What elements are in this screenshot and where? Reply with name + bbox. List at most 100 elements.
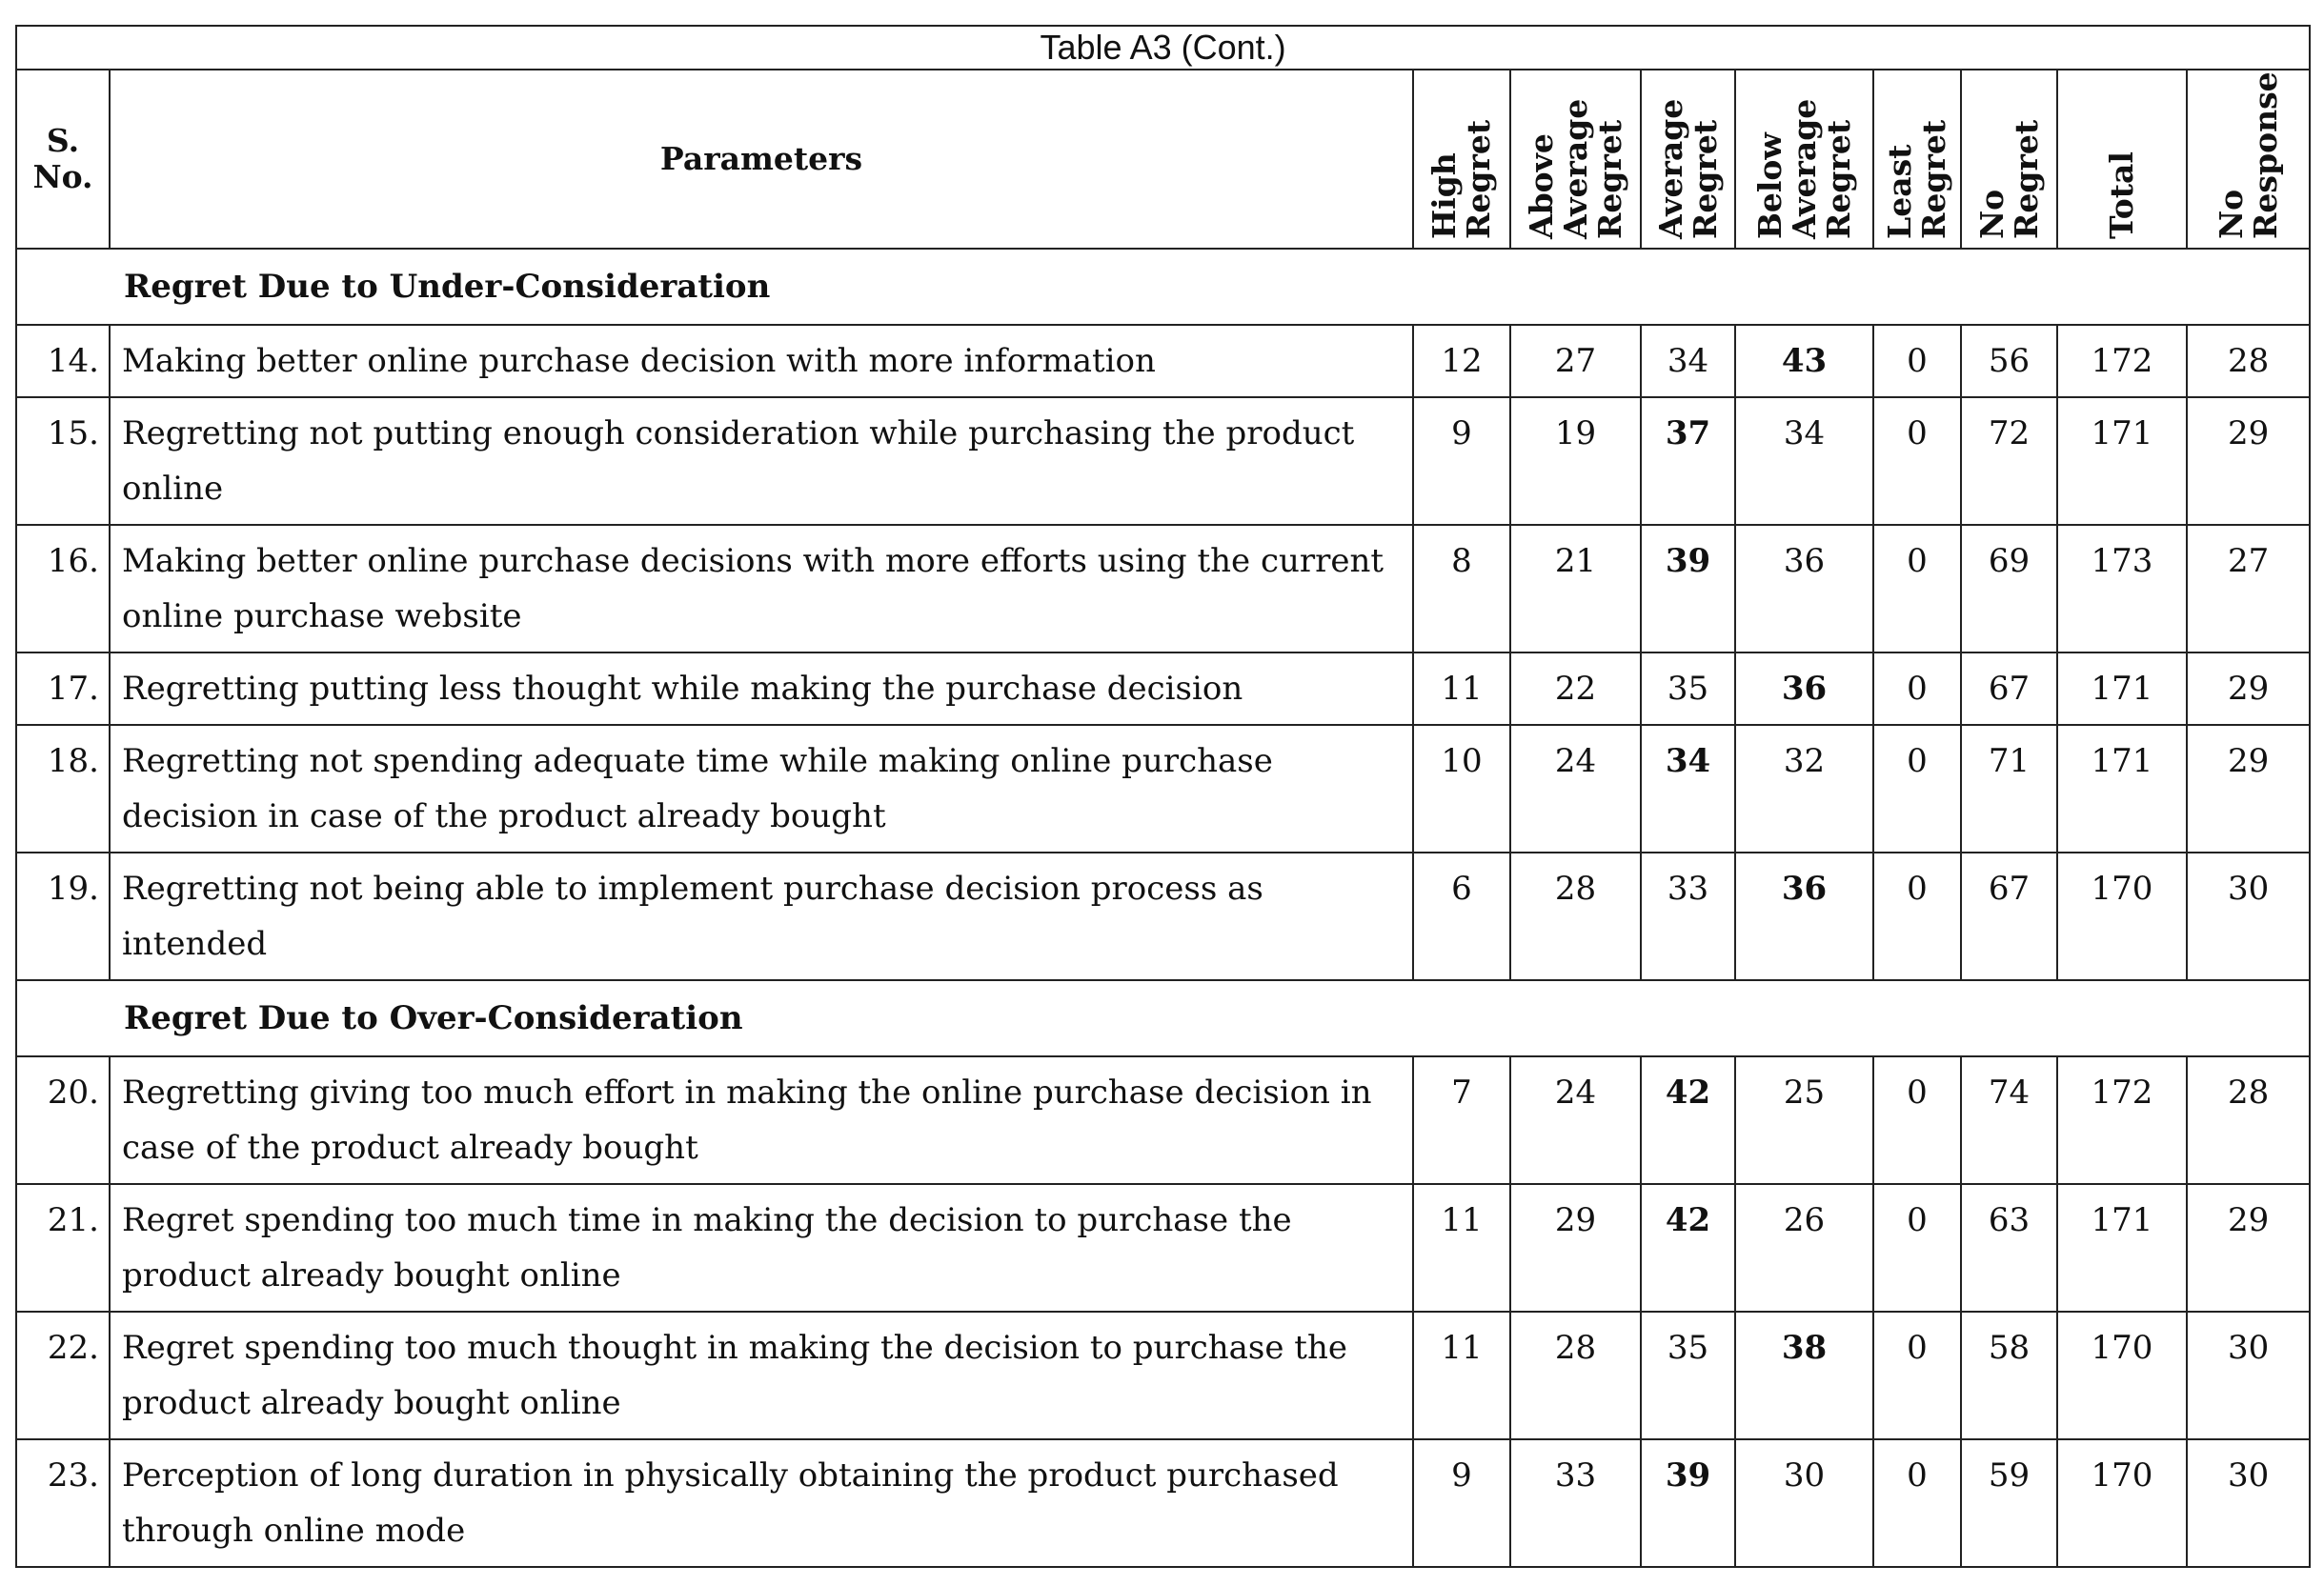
value-cell: 10: [1412, 724, 1511, 853]
value-cell: 34: [1640, 724, 1736, 853]
serial-number: 22.: [15, 1311, 111, 1440]
data-row: 17. Regretting putting less thought while…: [15, 652, 2312, 726]
data-row: 20. Regretting giving too much effort in …: [15, 1055, 2312, 1185]
value-cell: 29: [2185, 1183, 2312, 1313]
value-cell: 67: [1960, 652, 2058, 726]
serial-number: 19.: [15, 852, 111, 981]
column-header: Total: [2056, 69, 2188, 250]
value-cell: 170: [2056, 1311, 2188, 1440]
value-cell: 69: [1960, 524, 2058, 653]
data-row: 18. Regretting not spending adequate time…: [15, 724, 2312, 853]
column-header: No Response: [2185, 69, 2312, 250]
section-row: Regret Due to Over-Consideration: [14, 979, 2312, 1057]
caption-row: Table A3 (Cont.): [14, 25, 2312, 70]
column-header: Above Average Regret: [1509, 69, 1642, 250]
value-cell: 8: [1412, 524, 1511, 653]
column-header-text: Above Average Regret: [1522, 98, 1628, 239]
value-cell: 27: [1509, 324, 1642, 398]
value-cell: 30: [2185, 852, 2312, 981]
data-row: 22. Regret spending too much thought in m…: [15, 1311, 2312, 1440]
value-cell: 72: [1960, 396, 2058, 526]
column-header: No Regret: [1960, 69, 2058, 250]
value-cell: 63: [1960, 1183, 2058, 1313]
value-cell: 28: [2185, 324, 2312, 398]
value-cell: 34: [1640, 324, 1736, 398]
section-row: Regret Due to Under-Consideration: [14, 248, 2312, 326]
value-cell: 29: [2185, 724, 2312, 853]
value-cell: 56: [1960, 324, 2058, 398]
value-cell: 59: [1960, 1438, 2058, 1568]
value-cell: 36: [1734, 852, 1874, 981]
serial-number: 18.: [15, 724, 111, 853]
serial-number: 16.: [15, 524, 111, 653]
parameter: Regretting not being able to implement p…: [109, 852, 1414, 981]
value-cell: 0: [1872, 324, 1962, 398]
value-cell: 39: [1640, 524, 1736, 653]
column-header-text: No Response: [2212, 71, 2284, 239]
parameter: Regret spending too much thought in maki…: [109, 1311, 1414, 1440]
value-cell: 11: [1412, 1311, 1511, 1440]
value-cell: 0: [1872, 524, 1962, 653]
data-row: 21. Regret spending too much time in maki…: [15, 1183, 2312, 1313]
data-row: 19. Regretting not being able to implemen…: [15, 852, 2312, 981]
value-cell: 34: [1734, 396, 1874, 526]
value-cell: 35: [1640, 1311, 1736, 1440]
parameter: Regretting not putting enough considerat…: [109, 396, 1414, 526]
parameter: Making better online purchase decision w…: [109, 324, 1414, 398]
column-header-text: No Regret: [1972, 119, 2045, 239]
value-cell: 0: [1872, 852, 1962, 981]
value-cell: 0: [1872, 652, 1962, 726]
data-row: 23. Perception of long duration in physic…: [15, 1438, 2312, 1568]
section-title: Regret Due to Over-Consideration: [14, 979, 2312, 1057]
header-row: S. No. Parameters High Regret Above Average…: [15, 69, 2312, 250]
value-cell: 29: [2185, 652, 2312, 726]
data-row: 14. Making better online purchase decisio…: [15, 324, 2312, 398]
value-cell: 67: [1960, 852, 2058, 981]
value-cell: 33: [1640, 852, 1736, 981]
value-cell: 36: [1734, 652, 1874, 726]
value-cell: 0: [1872, 1055, 1962, 1185]
column-header-text: Total: [2103, 151, 2140, 239]
value-cell: 43: [1734, 324, 1874, 398]
parameter: Regret spending too much time in making …: [109, 1183, 1414, 1313]
value-cell: 33: [1509, 1438, 1642, 1568]
value-cell: 39: [1640, 1438, 1736, 1568]
value-cell: 42: [1640, 1055, 1736, 1185]
section-title: Regret Due to Under-Consideration: [14, 248, 2312, 326]
parameter: Regretting putting less thought while ma…: [109, 652, 1414, 726]
serial-number: 21.: [15, 1183, 111, 1313]
value-cell: 0: [1872, 396, 1962, 526]
value-cell: 28: [1509, 852, 1642, 981]
value-cell: 30: [2185, 1311, 2312, 1440]
parameter: Regretting giving too much effort in mak…: [109, 1055, 1414, 1185]
table-body: Table A3 (Cont.) S. No. Parameters High Reg…: [14, 25, 2312, 1568]
value-cell: 171: [2056, 652, 2188, 726]
value-cell: 71: [1960, 724, 2058, 853]
value-cell: 0: [1872, 1438, 1962, 1568]
table-caption: Table A3 (Cont.): [14, 25, 2312, 70]
column-header: High Regret: [1412, 69, 1511, 250]
serial-number: 23.: [15, 1438, 111, 1568]
column-header: Parameters: [109, 69, 1414, 250]
value-cell: 28: [2185, 1055, 2312, 1185]
value-cell: 29: [2185, 396, 2312, 526]
column-header: Below Average Regret: [1734, 69, 1874, 250]
column-header-text: Below Average Regret: [1750, 98, 1857, 239]
value-cell: 7: [1412, 1055, 1511, 1185]
value-cell: 0: [1872, 724, 1962, 853]
value-cell: 42: [1640, 1183, 1736, 1313]
value-cell: 6: [1412, 852, 1511, 981]
serial-number: 15.: [15, 396, 111, 526]
value-cell: 22: [1509, 652, 1642, 726]
column-header-text: Average Regret: [1651, 98, 1724, 239]
value-cell: 30: [2185, 1438, 2312, 1568]
data-table: Table A3 (Cont.) S. No. Parameters High Reg…: [14, 25, 2312, 1568]
value-cell: 74: [1960, 1055, 2058, 1185]
value-cell: 30: [1734, 1438, 1874, 1568]
column-header: Average Regret: [1640, 69, 1736, 250]
value-cell: 19: [1509, 396, 1642, 526]
value-cell: 11: [1412, 1183, 1511, 1313]
value-cell: 35: [1640, 652, 1736, 726]
value-cell: 170: [2056, 852, 2188, 981]
